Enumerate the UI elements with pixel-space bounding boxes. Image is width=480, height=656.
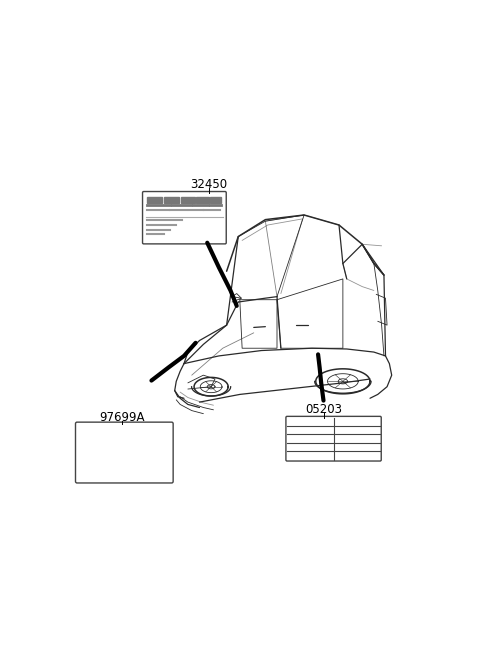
Bar	[181, 197, 195, 203]
FancyBboxPatch shape	[286, 417, 381, 461]
Bar	[164, 197, 180, 203]
Bar	[147, 197, 162, 203]
Bar	[210, 197, 221, 203]
Text: 97699A: 97699A	[99, 411, 145, 424]
Bar	[196, 197, 209, 203]
FancyBboxPatch shape	[143, 192, 226, 244]
FancyBboxPatch shape	[75, 422, 173, 483]
Text: 32450: 32450	[190, 178, 228, 192]
Text: 05203: 05203	[305, 403, 342, 417]
